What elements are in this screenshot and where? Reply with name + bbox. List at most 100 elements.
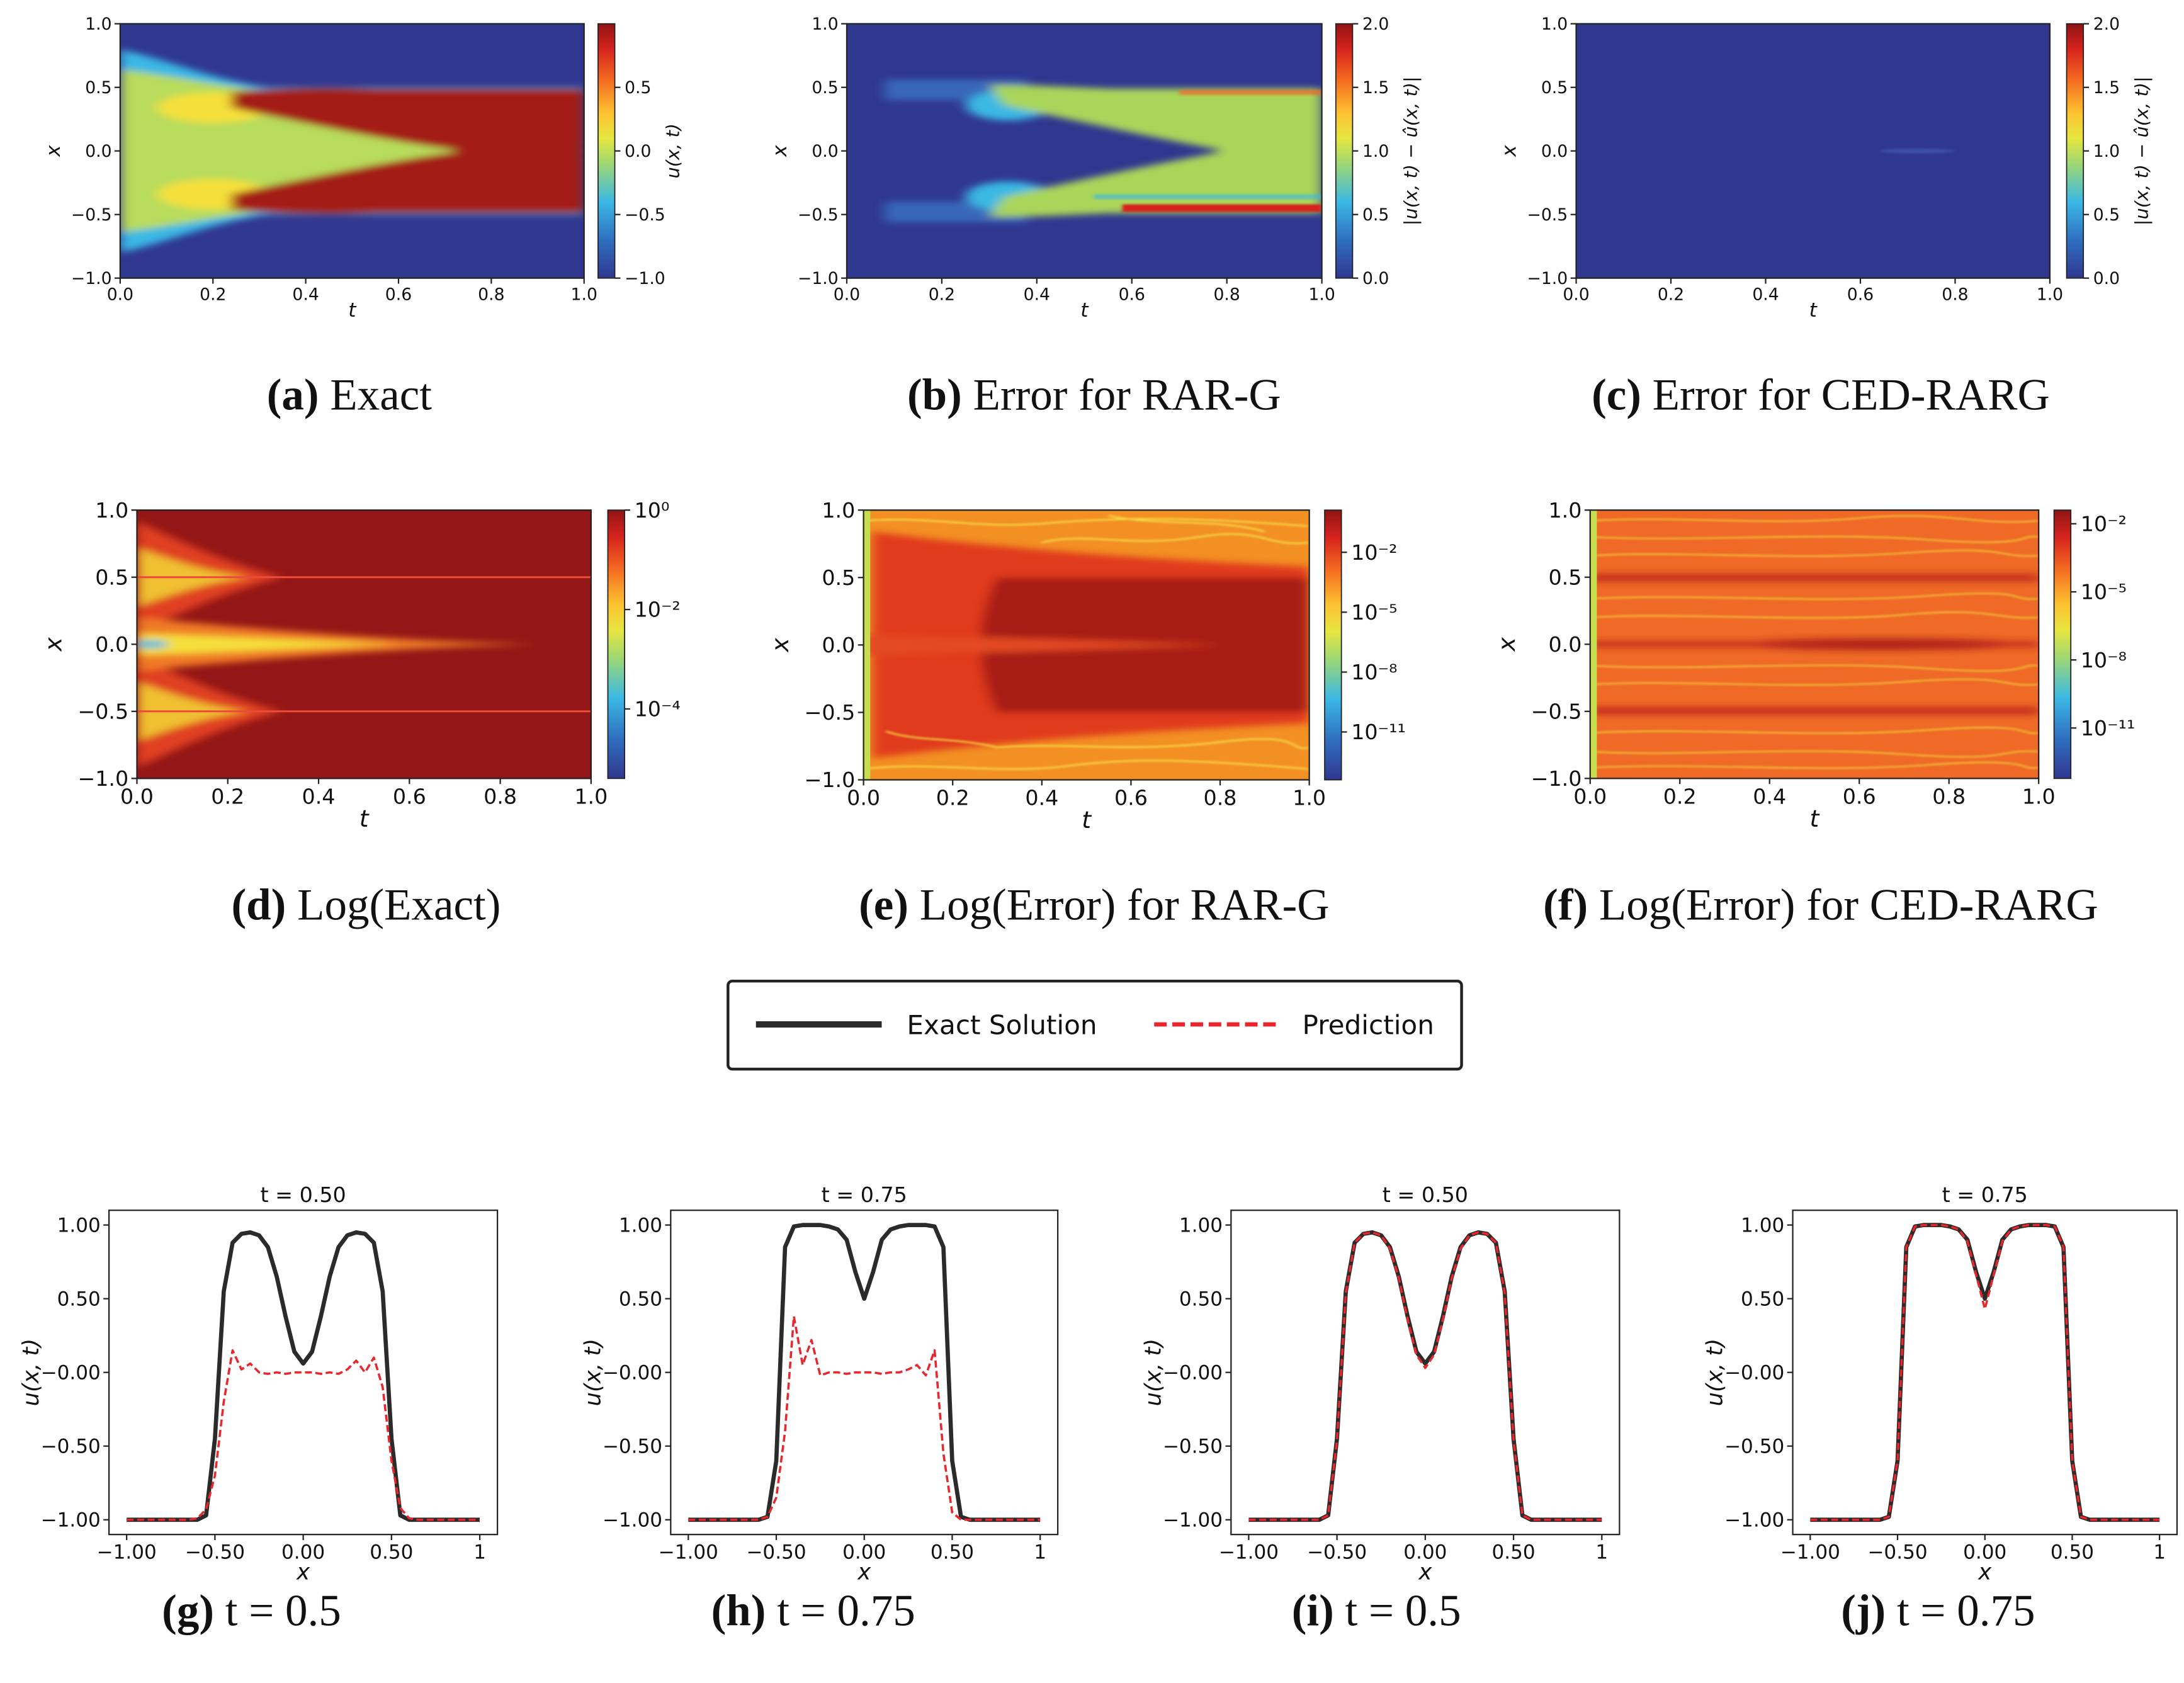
y-tick-label: −0.50 <box>1724 1436 1784 1458</box>
x-tick-label: 0.4 <box>302 784 336 808</box>
colorbar-tick-label: 10⁻² <box>1351 540 1397 565</box>
y-tick-label: −1.00 <box>41 1509 101 1532</box>
y-tick-label: 0.5 <box>822 565 855 590</box>
colorbar-tick-label: 10⁻² <box>635 598 681 622</box>
x-tick-label: 0.00 <box>1403 1541 1447 1563</box>
y-axis-label: u(x, t) <box>18 1339 44 1407</box>
x-tick-label: 0.4 <box>292 285 319 304</box>
caption: (j) t = 0.75 <box>1841 1586 2035 1635</box>
x-tick-label: 0.6 <box>393 784 426 808</box>
y-tick-label: 0.50 <box>1179 1288 1223 1311</box>
y-tick-label: −0.00 <box>603 1362 662 1385</box>
x-tick-label: 0.2 <box>1658 285 1684 304</box>
colorbar-tick-label: 10⁻¹¹ <box>2081 716 2136 740</box>
y-tick-label: 0.50 <box>619 1288 662 1311</box>
x-tick-label: 0.00 <box>1963 1541 2006 1563</box>
x-tick-label: 0.0 <box>1573 784 1607 808</box>
heatmap-image <box>863 510 1310 780</box>
heatmap-image <box>120 23 584 278</box>
y-tick-label: 1.00 <box>1741 1214 1784 1237</box>
series-line <box>1810 1223 2160 1521</box>
caption: (b) Error for RAR-G <box>907 370 1281 419</box>
y-tick-label: 1.0 <box>85 14 111 34</box>
y-tick-label: 0.0 <box>812 142 838 161</box>
x-tick-label: −1.00 <box>659 1541 718 1563</box>
caption-label: (c) <box>1592 370 1641 419</box>
x-tick-label: 0.0 <box>1563 285 1589 304</box>
colorbar-tick-label: 10⁻⁵ <box>2081 580 2127 604</box>
x-tick-label: 1.0 <box>2022 784 2056 808</box>
caption-text: Log(Error) for CED-RARG <box>1599 881 2098 930</box>
x-tick-label: −0.50 <box>1867 1541 1927 1563</box>
colorbar <box>607 509 625 779</box>
y-tick-label: −0.50 <box>41 1436 101 1458</box>
y-tick-label: 1.0 <box>822 498 855 523</box>
caption: (e) Log(Error) for RAR-G <box>859 881 1329 930</box>
caption-label: (j) <box>1841 1586 1886 1635</box>
x-tick-label: 0.4 <box>1752 285 1779 304</box>
x-tick-label: 1.0 <box>2037 285 2063 304</box>
y-tick-label: 0.5 <box>812 78 838 98</box>
x-tick-label: 0.8 <box>478 285 504 304</box>
colorbar-tick-label: 10⁻⁵ <box>1351 600 1397 625</box>
y-tick-label: 1.00 <box>57 1214 101 1237</box>
colorbar-tick-label: 0.0 <box>1362 269 1389 288</box>
x-tick-label: 0.50 <box>1491 1541 1535 1563</box>
caption-text: Error for CED-RARG <box>1653 370 2050 419</box>
colorbar-tick-label: 0.5 <box>2093 205 2120 225</box>
x-tick-label: 0.4 <box>1024 285 1050 304</box>
colorbar-tick-label: 1.0 <box>1362 142 1389 161</box>
y-tick-label: −0.5 <box>77 699 128 723</box>
heatmap-image <box>1576 23 2050 278</box>
y-tick-label: 0.5 <box>1541 78 1568 98</box>
y-tick-label: −1.0 <box>1527 269 1568 288</box>
y-axis-label: x <box>40 637 67 652</box>
heatmap-image <box>1590 510 2039 779</box>
y-axis-label: x <box>42 145 65 157</box>
y-axis-label: x <box>766 638 794 653</box>
y-axis-label: u(x, t) <box>580 1339 606 1407</box>
series-line <box>127 1349 480 1521</box>
caption: (g) t = 0.5 <box>162 1586 341 1635</box>
x-tick-label: 0.2 <box>1663 784 1697 808</box>
x-axis-label: x <box>1977 1560 1992 1585</box>
y-tick-label: 1.0 <box>1541 14 1568 34</box>
y-axis-label: u(x, t) <box>1702 1339 1728 1407</box>
series-line <box>688 1315 1041 1521</box>
y-tick-label: −1.00 <box>603 1509 662 1532</box>
caption-label: (a) <box>267 370 319 419</box>
y-axis-label: x <box>1493 637 1520 652</box>
heatmap-image <box>137 510 591 779</box>
y-tick-label: 1.0 <box>1548 498 1581 523</box>
y-tick-label: −1.0 <box>798 269 839 288</box>
colorbar-tick-label: 1.5 <box>2093 78 2120 98</box>
colorbar-tick-label: −1.0 <box>625 269 665 288</box>
x-axis-label: t <box>1809 299 1818 322</box>
colorbar-tick-label: 10⁻¹¹ <box>1351 720 1406 744</box>
colorbar-label: u(x, t) <box>662 123 684 179</box>
caption-text: t = 0.75 <box>777 1586 915 1635</box>
caption: (c) Error for CED-RARG <box>1592 370 2050 419</box>
y-tick-label: 1.0 <box>812 14 838 34</box>
y-tick-label: −1.00 <box>1163 1509 1223 1532</box>
caption: (i) t = 0.5 <box>1292 1586 1461 1635</box>
y-tick-label: 0.0 <box>95 632 128 657</box>
caption-text: Log(Exact) <box>297 881 501 930</box>
colorbar-tick-label: 10⁻⁸ <box>1351 660 1397 684</box>
colorbar <box>2053 509 2072 779</box>
caption: (a) Exact <box>267 370 432 419</box>
y-tick-label: −1.00 <box>1724 1509 1784 1532</box>
x-tick-label: 0.6 <box>1847 285 1874 304</box>
x-tick-label: −0.50 <box>746 1541 806 1563</box>
y-tick-label: −1.0 <box>804 768 855 792</box>
caption-label: (h) <box>711 1586 766 1635</box>
caption-text: Exact <box>330 370 432 419</box>
colorbar-tick-label: 0.5 <box>1362 205 1389 225</box>
plot-frame <box>108 1210 499 1536</box>
x-tick-label: 1.0 <box>1308 285 1335 304</box>
plot-frame <box>863 509 1310 781</box>
y-tick-label: −0.5 <box>1531 699 1582 723</box>
x-tick-label: 0.0 <box>847 786 880 810</box>
plot-frame <box>846 23 1323 279</box>
y-tick-label: 0.0 <box>1548 632 1581 657</box>
